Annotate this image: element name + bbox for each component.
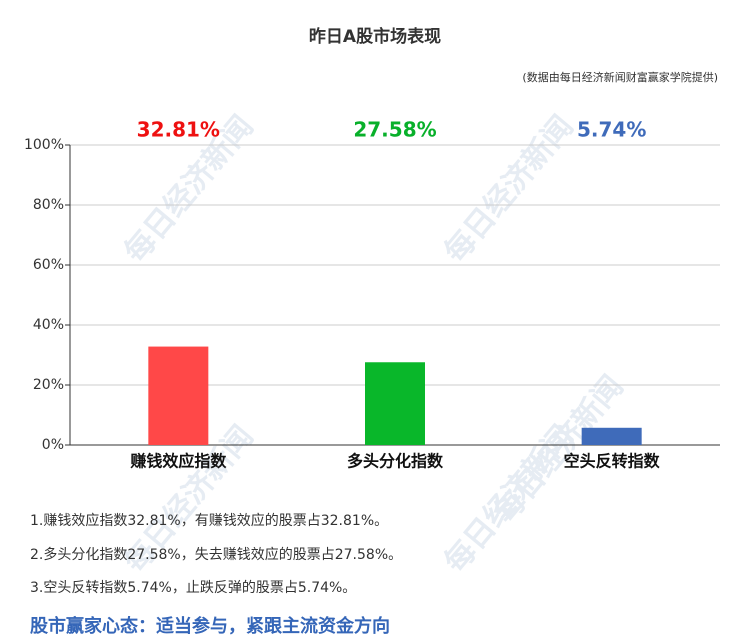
y-tick-label: 0%: [42, 437, 64, 453]
x-tick-label: 空头反转指数: [564, 452, 661, 471]
y-tick-label: 20%: [33, 377, 64, 393]
headline: 股市赢家心态：适当参与，紧跟主流资金方向: [29, 615, 390, 637]
y-tick-label: 60%: [33, 257, 64, 273]
x-tick-label: 多头分化指数: [347, 452, 444, 471]
bar: [148, 346, 209, 445]
value-label: 32.81%: [137, 118, 220, 142]
note: 3.空头反转指数5.74%，止跌反弹的股票占5.74%。: [30, 580, 356, 596]
bar: [365, 362, 425, 445]
y-tick-label: 80%: [33, 197, 64, 213]
watermark: 每日经济新闻: [438, 109, 581, 269]
y-tick-label: 100%: [24, 137, 64, 153]
x-tick-label: 赚钱效应指数: [129, 452, 227, 471]
note: 2.多头分化指数27.58%，失去赚钱效应的股票占27.58%。: [30, 546, 402, 563]
chart-title: 昨日A股市场表现: [309, 26, 441, 47]
y-tick-label: 40%: [33, 317, 64, 333]
value-label: 5.74%: [577, 118, 646, 142]
bar: [581, 427, 642, 445]
note: 1.赚钱效应指数32.81%，有赚钱效应的股票占32.81%。: [30, 512, 388, 529]
chart-subtitle: (数据由每日经济新闻财富赢家学院提供): [522, 70, 718, 84]
value-label: 27.58%: [353, 118, 436, 142]
watermark: 每日经济新闻: [488, 369, 631, 529]
